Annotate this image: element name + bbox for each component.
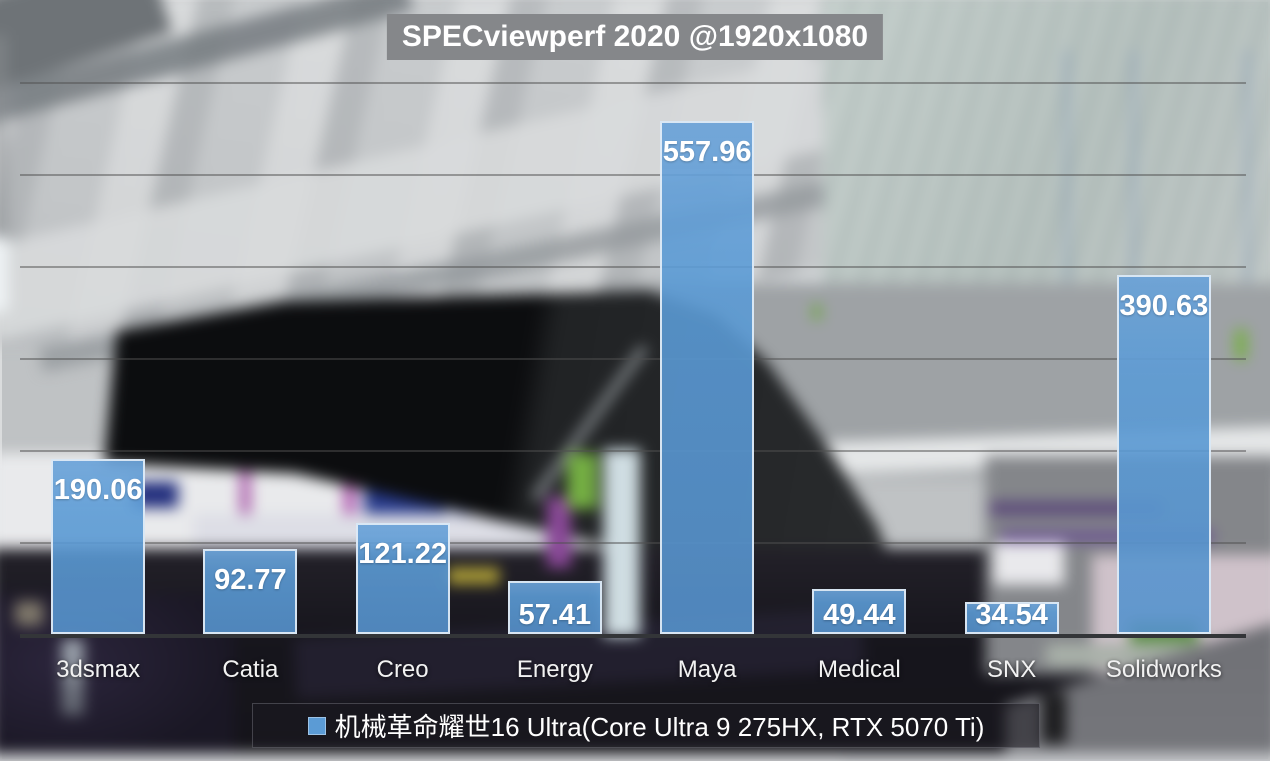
bar-3dsmax: 190.06 — [51, 459, 146, 634]
bar-value-label: 390.63 — [1119, 289, 1209, 322]
background-yellow-lights — [449, 567, 498, 585]
x-axis-label-medical: Medical — [818, 656, 901, 683]
background-vertical-beam — [1064, 50, 1070, 355]
chart-title-text: SPECviewperf 2020 @1920x1080 — [401, 20, 869, 53]
x-axis-label-catia: Catia — [222, 656, 279, 683]
gridline — [20, 542, 1246, 545]
x-axis-line — [20, 634, 1246, 638]
background-bottom-strip — [0, 753, 1270, 761]
bar-energy: 57.41 — [507, 581, 602, 634]
x-axis-label-creo: Creo — [376, 656, 429, 683]
x-axis-label-maya: Maya — [677, 656, 737, 683]
bar-catia: 92.77 — [203, 548, 298, 634]
background-bottom-strip — [0, 757, 844, 761]
bar-value-label: 190.06 — [53, 474, 143, 507]
background-gray-edge — [0, 34, 7, 238]
gridline — [20, 450, 1246, 453]
background-dark-box — [1042, 692, 1067, 744]
background-vertical-beam — [1245, 50, 1251, 355]
bar-snx: 34.54 — [964, 599, 1059, 634]
legend-label: 机械革命耀世16 Ultra(Core Ultra 9 275HX, RTX 5… — [334, 712, 985, 742]
bar-medical: 49.44 — [812, 588, 907, 634]
bar-maya: 557.96 — [660, 121, 755, 634]
gridline — [20, 174, 1246, 177]
bar-solidworks: 390.63 — [1116, 274, 1211, 634]
background-light-pillar — [61, 639, 84, 715]
legend-swatch-icon — [307, 716, 326, 735]
background-white-blob — [0, 235, 9, 314]
x-axis-label-energy: Energy — [516, 656, 593, 683]
gridline — [20, 82, 1246, 85]
legend: 机械革命耀世16 Ultra(Core Ultra 9 275HX, RTX 5… — [252, 703, 1040, 748]
background-green-accent — [812, 304, 821, 320]
background-magenta-pillar — [240, 471, 251, 523]
background-white-box — [993, 542, 1065, 586]
gridline — [20, 358, 1246, 361]
bar-value-label: 92.77 — [214, 563, 287, 596]
x-axis-label-3dsmax: 3dsmax — [56, 656, 141, 683]
chart-title: SPECviewperf 2020 @1920x1080 — [386, 14, 884, 60]
bar-value-label: 34.54 — [975, 598, 1048, 631]
bar-value-label: 57.41 — [518, 598, 592, 631]
x-axis-label-snx: SNX — [986, 656, 1037, 683]
x-axis-label-solidworks: Solidworks — [1105, 656, 1222, 683]
background-beige-blob — [14, 601, 44, 626]
bar-creo: 121.22 — [355, 522, 450, 634]
background-green-accent — [566, 453, 598, 509]
bar-value-label: 557.96 — [662, 136, 752, 168]
background-vertical-beam — [1131, 50, 1137, 355]
gridline — [20, 266, 1246, 269]
background-green-accent — [1234, 329, 1248, 360]
bar-value-label: 121.22 — [358, 537, 447, 570]
background-ceiling-right — [822, 0, 1270, 309]
bar-value-label: 49.44 — [823, 598, 896, 631]
background-ceiling-lattice — [822, 0, 1270, 309]
background-magenta-streak — [546, 496, 572, 568]
